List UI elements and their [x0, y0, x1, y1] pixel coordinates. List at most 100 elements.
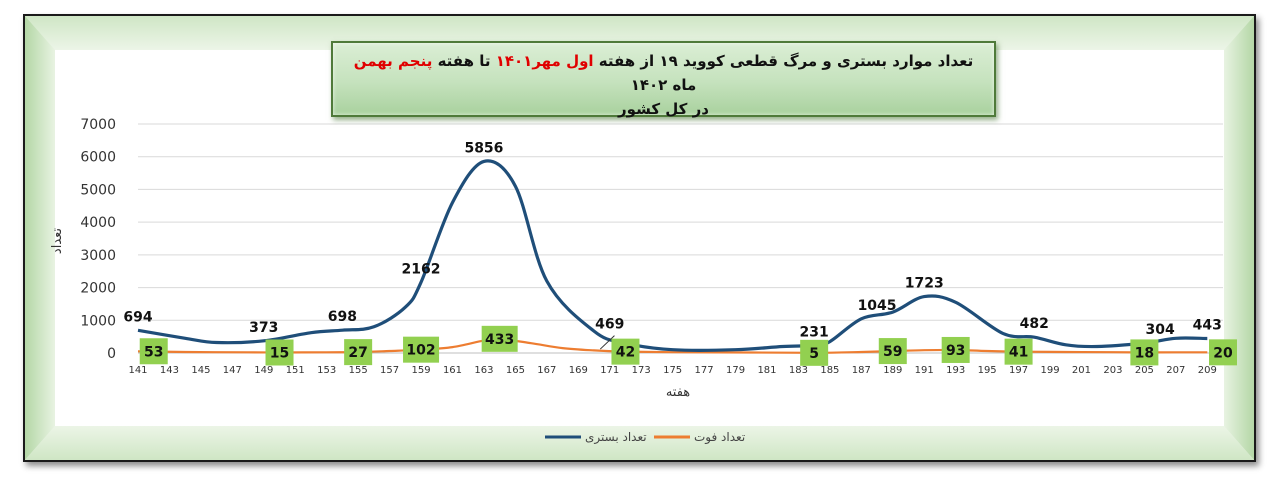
title-part-3: ماه ۱۴۰۲: [630, 76, 697, 94]
data-label-box-5: [800, 339, 829, 366]
data-label-deaths-text-18: 18: [1135, 345, 1154, 361]
data-label-hospitalized-469: 469: [595, 317, 624, 333]
data-label-deaths-text-93: 93: [946, 343, 965, 359]
leader-line-469: [599, 335, 615, 350]
data-label-box-93: [941, 336, 970, 363]
x-tick-label-207: 207: [1166, 365, 1185, 376]
data-label-hospitalized-698: 698: [328, 309, 357, 325]
data-label-deaths-text-53: 53: [144, 344, 163, 360]
data-label-deaths-text-20: 20: [1213, 345, 1233, 361]
data-label-deaths-5: 5: [800, 339, 829, 366]
x-tick-label-181: 181: [757, 365, 776, 376]
y-tick-label-0: 0: [107, 346, 116, 362]
y-tick-label-5000: 5000: [80, 182, 116, 198]
x-tick-label-173: 173: [632, 365, 651, 376]
data-label-deaths-93: 93: [941, 336, 970, 363]
x-tick-label-185: 185: [820, 365, 839, 376]
y-tick-label-7000: 7000: [80, 117, 116, 133]
data-label-deaths-27: 27: [344, 339, 373, 366]
data-label-box-102: [403, 336, 440, 363]
legend-label-deaths: تعداد فوت: [694, 430, 745, 445]
data-label-hospitalized-694: 694: [123, 309, 152, 325]
chart-title: تعداد موارد بستری و مرگ قطعی کووید ۱۹ از…: [331, 41, 996, 118]
data-label-hospitalized-1723: 1723: [905, 276, 944, 292]
y-axis-label: تعداد: [50, 228, 65, 254]
data-label-box-53: [139, 338, 168, 365]
data-label-box-59: [878, 338, 907, 365]
data-label-hospitalized-5856: 5856: [464, 140, 503, 156]
x-tick-label-171: 171: [600, 365, 619, 376]
x-tick-label-167: 167: [537, 365, 556, 376]
data-label-deaths-42: 42: [611, 338, 640, 365]
data-label-box-18: [1130, 339, 1159, 366]
x-tick-label-187: 187: [852, 365, 871, 376]
data-label-deaths-20: 20: [1209, 339, 1237, 366]
x-tick-label-189: 189: [883, 365, 902, 376]
data-label-hospitalized-231: 231: [800, 324, 829, 340]
y-tick-label-4000: 4000: [80, 215, 116, 231]
data-label-hospitalized-443: 443: [1193, 318, 1222, 334]
y-tick-label-3000: 3000: [80, 248, 116, 264]
x-tick-label-175: 175: [663, 365, 682, 376]
data-label-deaths-text-433: 433: [485, 332, 514, 348]
x-tick-label-159: 159: [411, 365, 430, 376]
title-part-2: تا هفته: [432, 52, 496, 70]
data-label-deaths-59: 59: [878, 338, 907, 365]
x-tick-label-209: 209: [1198, 365, 1217, 376]
data-label-deaths-text-27: 27: [348, 345, 367, 361]
series-line-hospitalized: [137, 159, 1208, 352]
data-label-deaths-text-5: 5: [809, 346, 819, 362]
y-tick-label-6000: 6000: [80, 150, 116, 166]
title-highlight-start: اول مهر۱۴۰۱: [495, 52, 594, 70]
y-tick-label-2000: 2000: [80, 281, 116, 297]
x-tick-labels: 141 143 145 147 149 151 153 155 157 159 161 163 165 1…: [128, 365, 1216, 376]
data-label-deaths-433: 433: [481, 325, 518, 352]
title-line-2: در کل کشور: [618, 100, 709, 118]
x-tick-label-203: 203: [1103, 365, 1122, 376]
y-tick-labels: 0 1000 2000 3000 4000 5000 6000 7000: [80, 117, 116, 362]
x-tick-label-169: 169: [569, 365, 588, 376]
x-tick-label-197: 197: [1009, 365, 1028, 376]
data-label-deaths-18: 18: [1130, 339, 1159, 366]
chart-frame: 0 1000 2000 3000 4000 5000 6000 7000 141 143 145 1…: [23, 14, 1256, 462]
data-label-hospitalized-482: 482: [1020, 316, 1049, 332]
data-label-deaths-text-15: 15: [270, 346, 289, 362]
x-tick-label-179: 179: [726, 365, 745, 376]
data-label-hospitalized-304: 304: [1145, 322, 1174, 338]
data-label-box-41: [1004, 338, 1033, 365]
data-label-box-27: [344, 339, 373, 366]
data-label-deaths-41: 41: [1004, 338, 1033, 365]
x-tick-label-183: 183: [789, 365, 808, 376]
data-label-deaths-102: 102: [403, 336, 440, 363]
data-label-box-42: [611, 338, 640, 365]
title-part-1: تعداد موارد بستری و مرگ قطعی کووید ۱۹ از…: [593, 52, 974, 70]
legend-item-deaths: تعداد فوت: [654, 430, 745, 445]
x-tick-label-151: 151: [286, 365, 305, 376]
x-tick-label-163: 163: [474, 365, 493, 376]
data-label-hospitalized-2162: 2162: [402, 261, 441, 277]
data-label-deaths-text-42: 42: [616, 345, 635, 361]
x-axis-label: هفته: [666, 385, 690, 400]
data-label-box-20: [1209, 339, 1237, 366]
x-tick-label-201: 201: [1072, 365, 1091, 376]
data-labels: 694 373 698 2162 5856 469 231 1045 1723 482 304 443…: [123, 140, 1237, 366]
data-label-box-433: [481, 325, 518, 352]
data-label-hospitalized-1045: 1045: [858, 298, 897, 314]
x-tick-label-161: 161: [443, 365, 462, 376]
x-tick-label-157: 157: [380, 365, 399, 376]
legend-item-hospitalized: تعداد بستری: [545, 430, 647, 445]
title-highlight-end: پنجم بهمن: [353, 52, 433, 70]
x-tick-label-191: 191: [915, 365, 934, 376]
data-label-deaths-text-59: 59: [883, 344, 902, 360]
x-tick-label-205: 205: [1135, 365, 1154, 376]
x-tick-label-195: 195: [978, 365, 997, 376]
x-tick-label-155: 155: [349, 365, 368, 376]
data-label-box-15: [265, 339, 294, 366]
data-label-deaths-15: 15: [265, 339, 294, 366]
x-tick-label-149: 149: [254, 365, 273, 376]
data-label-deaths-text-41: 41: [1009, 345, 1028, 361]
y-tick-label-1000: 1000: [80, 313, 116, 329]
x-tick-label-165: 165: [506, 365, 525, 376]
x-tick-label-153: 153: [317, 365, 336, 376]
x-tick-label-143: 143: [160, 365, 179, 376]
